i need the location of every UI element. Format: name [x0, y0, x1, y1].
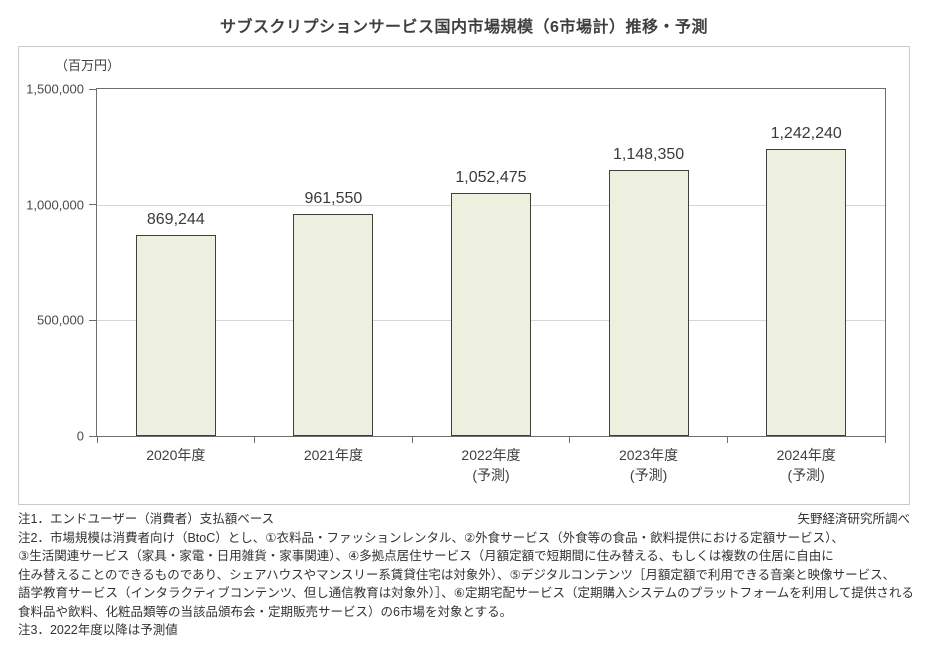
- category-year: 2021年度: [303, 447, 363, 463]
- bar-value-label: 961,550: [304, 189, 363, 207]
- footnote-text: 食料品や飲料、化粧品類等の当該品頒布会・定期販売サービス）の6市場を対象とする。: [18, 604, 513, 619]
- footnote-line: 注3．2022年度以降は予測値: [18, 621, 910, 640]
- bar-column: 1,052,475: [412, 89, 570, 436]
- y-axis-tick: [89, 319, 97, 321]
- bar-value-label: 1,052,475: [455, 168, 527, 186]
- category-year: 2024年度: [776, 447, 836, 463]
- y-axis-tick-label: 0: [76, 428, 84, 444]
- x-axis-labels: 2020年度 2021年度 2022年度 (予測) 2023年度 (予測) 2024年度 (予…: [97, 445, 885, 485]
- chart-frame: （百万円） 869,244 961,550 1,052,475 1,148,350 1,…: [18, 46, 910, 505]
- x-axis-category-label: 2023年度 (予測): [570, 445, 728, 485]
- bar-column: 1,148,350: [570, 89, 728, 436]
- chart-title: サブスクリプションサービス国内市場規模（6市場計）推移・予測: [220, 19, 708, 36]
- bar-column: 961,550: [255, 89, 413, 436]
- footnote-text: 注3．2022年度以降は予測値: [18, 623, 178, 637]
- source-credit: 矢野経済研究所調べ: [797, 512, 910, 526]
- bar-value-label: 869,244: [146, 210, 205, 228]
- footnote-line: 注2．市場規模は消費者向け（BtoC）とし、①衣料品・ファッションレンタル、②外…: [18, 529, 910, 548]
- category-forecast-note: (予測): [787, 467, 825, 483]
- bar-series: 869,244 961,550 1,052,475 1,148,350 1,242,24…: [97, 89, 885, 436]
- footnote-line: 語学教育サービス（インタラクティブコンテンツ、但し通信教育は対象外）］、⑥定期宅…: [18, 584, 914, 603]
- y-axis-unit-label: （百万円）: [55, 58, 121, 73]
- footnote-text: 語学教育サービス（インタラクティブコンテンツ、但し通信教育は対象外）］、⑥定期宅…: [18, 586, 914, 600]
- bar-column: 869,244: [97, 89, 255, 436]
- plot-area: 869,244 961,550 1,052,475 1,148,350 1,242,24…: [26, 82, 886, 483]
- category-year: 2023年度: [619, 447, 679, 463]
- bar: [293, 213, 374, 436]
- footnote-text: ③生活関連サービス（家具・家電・日用雑貨・家事関連）、④多拠点居住サービス（月額…: [18, 549, 834, 563]
- x-axis-category-label: 2020年度: [97, 445, 255, 485]
- y-axis-tick: [89, 204, 97, 206]
- bar: [450, 192, 531, 436]
- footnote-line: 住み替えることのできるものであり、シェアハウスやマンスリー系賃貸住宅は対象外）、…: [18, 566, 910, 585]
- bar: [608, 170, 689, 436]
- y-axis-tick-label: 1,500,000: [26, 81, 84, 97]
- x-axis-tick: [884, 436, 886, 443]
- x-axis-category-label: 2021年度: [255, 445, 413, 485]
- category-year: 2020年度: [146, 447, 206, 463]
- y-axis-tick-label: 1,000,000: [26, 197, 84, 213]
- bar-value-label: 1,242,240: [770, 124, 842, 142]
- bar: [135, 234, 216, 436]
- category-forecast-note: (予測): [629, 467, 668, 483]
- x-axis-tick: [726, 436, 728, 443]
- x-axis-category-label: 2022年度 (予測): [412, 445, 570, 485]
- footnotes: 注1．エンドユーザー（消費者）支払額ベース 矢野経済研究所調べ注2．市場規模は消費…: [18, 510, 914, 640]
- footnote-line: 注1．エンドユーザー（消費者）支払額ベース 矢野経済研究所調べ: [18, 510, 910, 529]
- bar: [766, 148, 847, 436]
- footnote-text: 注2．市場規模は消費者向け（BtoC）とし、①衣料品・ファッションレンタル、②外…: [18, 530, 844, 545]
- x-axis-tick: [569, 436, 571, 443]
- footnote-line: ③生活関連サービス（家具・家電・日用雑貨・家事関連）、④多拠点居住サービス（月額…: [18, 547, 910, 566]
- category-forecast-note: (予測): [472, 467, 510, 483]
- x-axis-category-label: 2024年度 (予測): [727, 445, 885, 485]
- bar-value-label: 1,148,350: [612, 146, 685, 164]
- footnote-line: 食料品や飲料、化粧品類等の当該品頒布会・定期販売サービス）の6市場を対象とする。: [18, 603, 910, 622]
- y-axis-tick-label: 500,000: [37, 312, 84, 328]
- footnote-text: 注1．エンドユーザー（消費者）支払額ベース: [18, 512, 275, 526]
- y-axis-tick: [89, 435, 97, 437]
- y-axis-tick: [89, 88, 97, 90]
- footnote-text: 住み替えることのできるものであり、シェアハウスやマンスリー系賃貸住宅は対象外）、…: [18, 567, 896, 582]
- x-axis-tick: [96, 436, 98, 443]
- category-year: 2022年度: [461, 447, 521, 463]
- x-axis-tick: [254, 436, 256, 443]
- bar-column: 1,242,240: [727, 89, 885, 436]
- x-axis-tick: [411, 436, 413, 443]
